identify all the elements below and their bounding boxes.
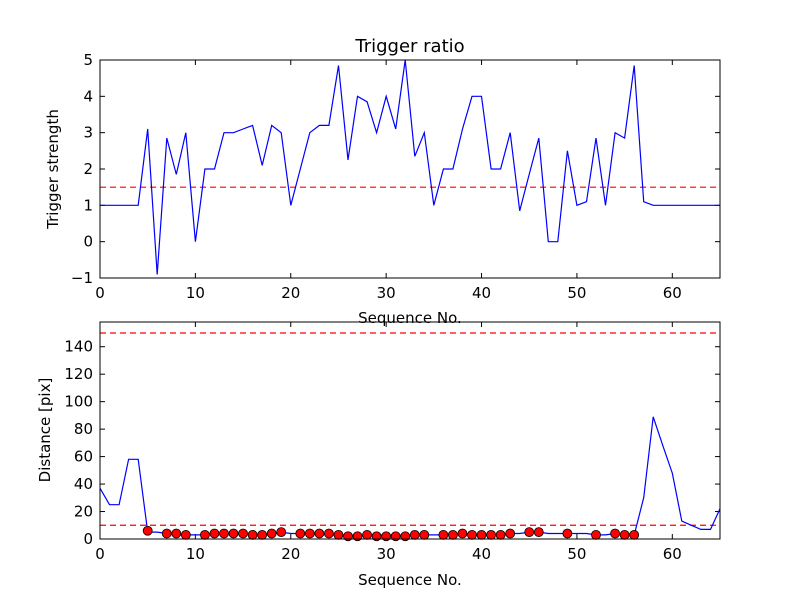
data-point — [409, 529, 420, 540]
plot-frame — [99, 59, 721, 279]
x-tick-label: 60 — [663, 284, 682, 302]
y-axis-label: Distance [pix] — [36, 378, 54, 483]
series-line — [99, 416, 721, 537]
y-tick-label: 1 — [83, 196, 93, 214]
x-tick-label: 30 — [377, 284, 396, 302]
plot-frame — [99, 321, 721, 540]
x-tick-label: 10 — [186, 284, 205, 302]
reference-lines — [100, 332, 720, 526]
x-axis-label: Sequence No. — [358, 309, 462, 327]
series-group — [100, 59, 720, 275]
data-point — [362, 529, 372, 540]
data-point — [476, 529, 487, 540]
x-axis-label: Sequence No. — [358, 571, 462, 589]
y-tick-label: 0 — [83, 233, 93, 251]
data-point — [247, 529, 258, 540]
data-point — [562, 528, 573, 539]
series-group — [99, 416, 721, 542]
data-point — [257, 529, 268, 540]
data-point — [333, 529, 344, 540]
data-point — [591, 529, 601, 540]
x-tick-label: 0 — [95, 284, 105, 302]
x-tick-label: 20 — [281, 284, 300, 302]
data-point — [304, 528, 315, 539]
y-tick-label: 0 — [83, 530, 93, 548]
y-axis-label: Trigger strength — [44, 109, 62, 230]
data-point — [314, 528, 325, 539]
data-point — [524, 527, 535, 538]
y-tick-label: 2 — [83, 160, 93, 178]
data-point — [228, 528, 239, 539]
x-tick-label: 60 — [663, 545, 682, 563]
data-point — [142, 525, 153, 536]
data-point — [200, 529, 210, 540]
axis-ticks: 0 10 20 30 40 50 60 0 20 40 60 80 100 120 140 — [64, 322, 720, 563]
data-point — [457, 528, 468, 539]
data-point — [610, 528, 620, 539]
data-point — [295, 528, 306, 539]
y-tick-label: 3 — [83, 124, 93, 142]
distance-chart: Sequence No. Distance [pix] 0 10 20 30 40 50 6… — [36, 321, 721, 589]
series-line — [100, 59, 720, 275]
data-point — [180, 529, 191, 540]
data-point — [533, 527, 544, 538]
x-tick-label: 10 — [186, 545, 205, 563]
x-tick-label: 30 — [377, 545, 396, 563]
x-tick-label: 40 — [472, 284, 491, 302]
data-point — [238, 528, 248, 539]
data-point — [629, 529, 640, 540]
y-tick-label: 4 — [83, 87, 93, 105]
data-point — [495, 529, 506, 540]
data-point — [161, 528, 172, 539]
y-tick-label: −1 — [71, 269, 93, 287]
data-point — [219, 528, 229, 539]
y-tick-label: 120 — [64, 365, 93, 383]
x-tick-label: 50 — [567, 284, 586, 302]
y-tick-label: 140 — [64, 338, 93, 356]
y-tick-label: 100 — [64, 393, 93, 411]
x-tick-label: 50 — [567, 545, 586, 563]
x-tick-label: 40 — [472, 545, 491, 563]
y-tick-label: 20 — [74, 503, 93, 521]
y-tick-label: 40 — [74, 475, 93, 493]
data-point — [324, 528, 334, 539]
data-point — [276, 527, 287, 538]
trigger-ratio-chart: Trigger ratio Sequence No. Trigger stren… — [44, 36, 721, 327]
data-point — [171, 528, 182, 539]
data-point — [486, 529, 496, 540]
data-point — [209, 528, 220, 539]
data-point — [438, 529, 449, 540]
data-point — [505, 528, 516, 539]
y-tick-label: 60 — [74, 448, 93, 466]
data-point — [448, 529, 458, 540]
x-tick-label: 20 — [281, 545, 300, 563]
data-point — [266, 528, 277, 539]
chart-title: Trigger ratio — [354, 36, 464, 57]
y-tick-label: 80 — [74, 420, 93, 438]
y-tick-label: 5 — [83, 51, 93, 69]
x-tick-label: 0 — [95, 545, 105, 563]
data-point — [619, 529, 630, 540]
data-point — [419, 529, 430, 540]
data-point — [467, 529, 477, 540]
